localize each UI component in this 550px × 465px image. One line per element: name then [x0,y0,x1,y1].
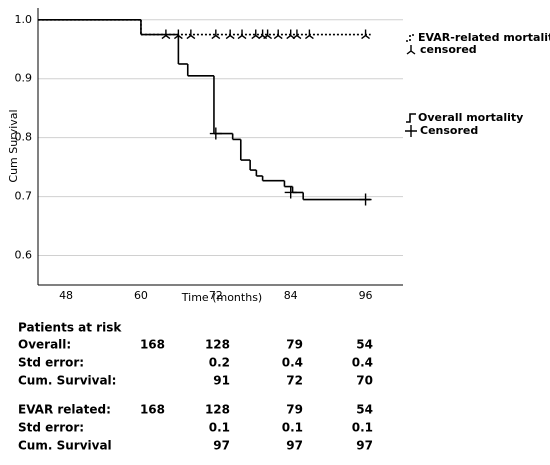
row-label: Overall: [18,338,71,352]
censor-mark [186,29,196,40]
y-tick-label: 0.7 [15,190,33,203]
censor-mark [359,193,372,206]
legend-label: EVAR-related mortality [418,31,550,44]
censor-mark [361,29,370,40]
row-label: Std error: [18,356,84,370]
censor-mark [273,29,283,40]
row-value: 128 [205,403,230,417]
x-tick-label: 72 [209,289,223,302]
row-value: 128 [205,338,230,352]
x-tick-label: 96 [359,289,373,302]
x-tick-label: 60 [134,289,148,302]
row-value: 72 [286,374,303,388]
row-value: 0.2 [209,356,230,370]
row-value: 79 [286,403,303,417]
risk-table-title: Patients at risk [18,321,122,335]
censor-mark [284,186,297,199]
y-tick-label: 1.0 [15,13,33,26]
row-value: 0.1 [209,421,230,435]
legend-label: censored [420,43,477,56]
row-value: 168 [140,403,165,417]
legend-line [406,34,416,42]
row-value: 0.1 [282,421,303,435]
y-tick-label: 0.6 [15,249,33,262]
row-value: 70 [356,374,373,388]
row-value: 54 [356,403,373,417]
legend-label: Overall mortality [418,111,523,124]
row-value: 79 [286,338,303,352]
row-value: 0.4 [352,356,373,370]
row-value: 91 [213,374,230,388]
legend-line [406,113,416,123]
row-value: 54 [356,338,373,352]
x-axis-label: Time (months) [181,291,262,304]
row-label: EVAR related: [18,403,111,417]
row-value: 168 [140,338,165,352]
censor-mark [292,29,302,40]
risk-table: Patients at risk Overall: 168 128 79 54 Std e… [18,321,373,453]
censor-mark [304,29,314,40]
x-tick-label: 48 [59,289,73,302]
censor-mark [211,29,221,40]
row-value: 0.4 [282,356,303,370]
row-label: Cum. Survival: [18,374,116,388]
row-value: 97 [356,439,373,453]
legend-censor-icon [406,45,416,55]
y-tick-label: 0.9 [15,72,33,85]
row-value: 0.1 [352,421,373,435]
censor-mark [263,29,273,40]
row-label: Cum. Survival [18,439,112,453]
y-axis-label: Cum Survival [7,109,20,182]
x-tick-label: 84 [284,289,298,302]
censor-mark [225,29,235,40]
row-label: Std error: [18,421,84,435]
legend-censor-icon [405,125,417,137]
row-value: 97 [286,439,303,453]
censor-mark [237,29,247,40]
legend-label: Censored [420,124,478,137]
censor-mark [209,127,222,140]
censor-mark [251,29,261,40]
y-tick-label: 0.8 [15,131,33,144]
row-value: 97 [213,439,230,453]
